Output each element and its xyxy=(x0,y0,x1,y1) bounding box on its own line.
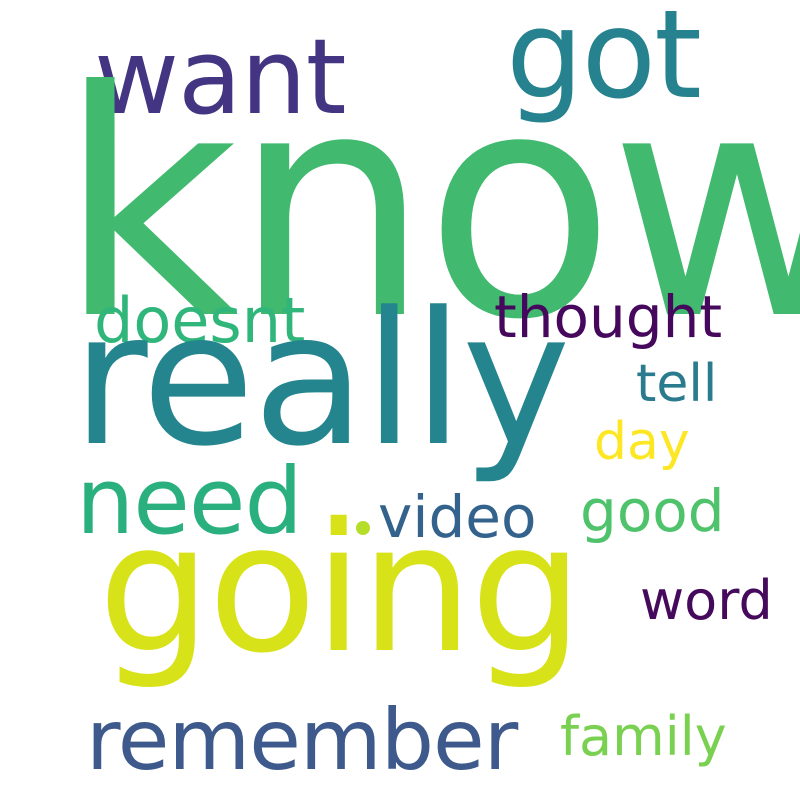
word-word: word xyxy=(640,569,773,632)
word-going: going xyxy=(98,485,583,692)
word-really: really xyxy=(72,273,571,487)
word-know: know xyxy=(58,24,800,388)
word-got: got xyxy=(506,0,702,126)
word-doesnt: doesnt xyxy=(94,284,306,357)
dot-mark xyxy=(356,521,370,535)
word-video: video xyxy=(378,483,537,551)
word-thought: thought xyxy=(494,283,723,351)
word-want: want xyxy=(94,16,346,138)
word-good: good xyxy=(580,477,725,545)
word-need: need xyxy=(76,448,303,555)
word-tell: tell xyxy=(636,354,718,414)
word-day: day xyxy=(594,412,690,472)
word-family: family xyxy=(560,705,727,768)
word-remember: remember xyxy=(86,691,518,789)
